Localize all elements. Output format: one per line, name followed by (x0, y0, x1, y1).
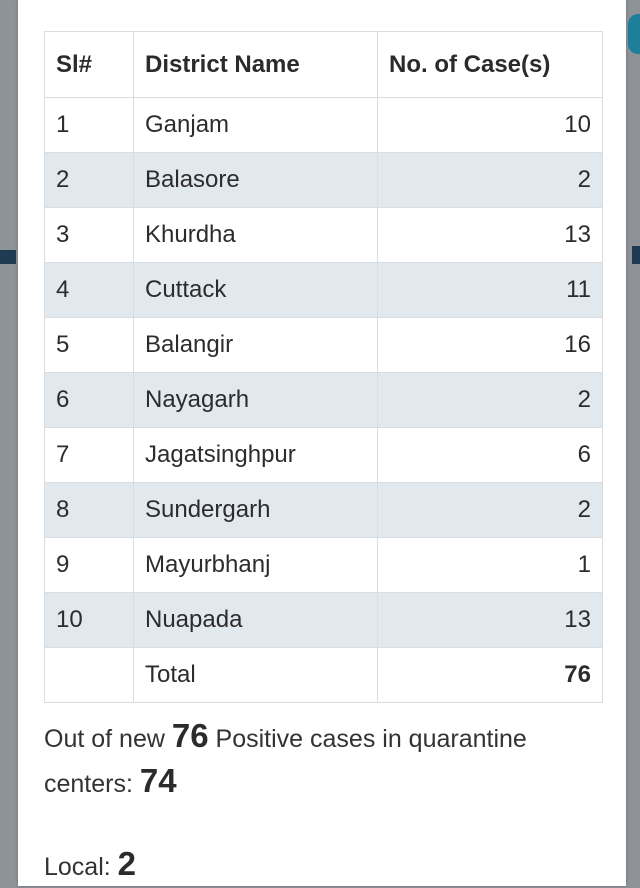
background-header-bar-right (632, 246, 640, 264)
row-cases: 16 (377, 317, 603, 373)
header-serial-number: Sl# (44, 31, 134, 98)
table-row: 1 Ganjam 10 (44, 97, 603, 153)
row-district: Khurdha (133, 207, 378, 263)
table-row: 6 Nayagarh 2 (44, 372, 603, 428)
row-serial: 3 (44, 207, 134, 263)
table-row: 7 Jagatsinghpur 6 (44, 427, 603, 483)
local-label: Local: (44, 853, 111, 881)
row-cases: 2 (377, 152, 603, 208)
row-cases: 13 (377, 592, 603, 648)
row-serial: 4 (44, 262, 134, 318)
summary-quarantine-count: 74 (139, 762, 177, 799)
row-serial: 5 (44, 317, 134, 373)
row-district: Balangir (133, 317, 378, 373)
quarantine-summary: Out of new 76 Positive cases in quaranti… (44, 715, 604, 805)
summary-new-count: 76 (171, 717, 209, 754)
table-row: 10 Nuapada 13 (44, 592, 603, 648)
row-district: Nayagarh (133, 372, 378, 428)
row-cases: 2 (377, 372, 603, 428)
row-district: Ganjam (133, 97, 378, 153)
row-district: Nuapada (133, 592, 378, 648)
row-serial: 1 (44, 97, 134, 153)
local-count: 2 (117, 845, 137, 882)
row-serial: 2 (44, 152, 134, 208)
row-district: Balasore (133, 152, 378, 208)
table-row: 2 Balasore 2 (44, 152, 603, 208)
header-district-name: District Name (133, 31, 378, 98)
summary-middle-text: Positive cases in quarantine centers: (44, 725, 527, 798)
district-cases-table: Sl# District Name No. of Case(s) 1 Ganja… (44, 31, 603, 703)
row-cases: 2 (377, 482, 603, 538)
summary-prefix: Out of new (44, 725, 165, 753)
row-district: Cuttack (133, 262, 378, 318)
row-cases: 13 (377, 207, 603, 263)
row-serial: 8 (44, 482, 134, 538)
row-serial: 7 (44, 427, 134, 483)
row-district: Mayurbhanj (133, 537, 378, 593)
row-cases: 11 (377, 262, 603, 318)
table-row: 4 Cuttack 11 (44, 262, 603, 318)
row-cases: 10 (377, 97, 603, 153)
table-header-row: Sl# District Name No. of Case(s) (44, 31, 603, 98)
table-row: 9 Mayurbhanj 1 (44, 537, 603, 593)
row-cases: 1 (377, 537, 603, 593)
row-cases: 6 (377, 427, 603, 483)
row-district: Sundergarh (133, 482, 378, 538)
table-row: 8 Sundergarh 2 (44, 482, 603, 538)
row-serial: 9 (44, 537, 134, 593)
local-cases-line: Local: 2 (44, 843, 136, 888)
covid-cases-card: Sl# District Name No. of Case(s) 1 Ganja… (18, 0, 626, 886)
background-header-bar-left (0, 250, 16, 264)
table-row: 5 Balangir 16 (44, 317, 603, 373)
row-serial: 10 (44, 592, 134, 648)
header-case-count: No. of Case(s) (377, 31, 603, 98)
total-value: 76 (377, 647, 603, 703)
total-label: Total (133, 647, 378, 703)
table-total-row: Total 76 (44, 647, 603, 703)
total-serial-empty (44, 647, 134, 703)
row-serial: 6 (44, 372, 134, 428)
table-row: 3 Khurdha 13 (44, 207, 603, 263)
background-logo-edge (628, 14, 640, 54)
row-district: Jagatsinghpur (133, 427, 378, 483)
